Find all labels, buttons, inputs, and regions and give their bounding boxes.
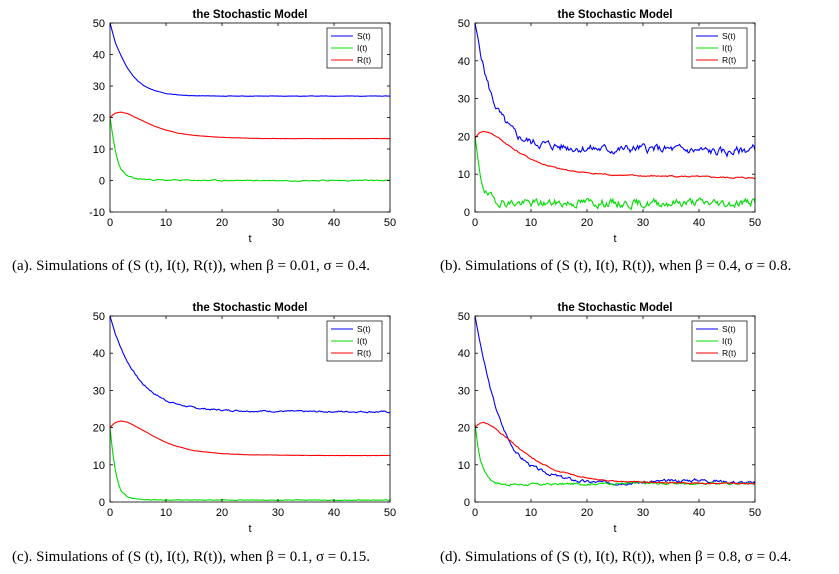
legend-label: S(t)	[722, 324, 736, 334]
x-tick-label: 50	[384, 217, 396, 229]
x-tick-label: 40	[693, 217, 705, 229]
chart-panel-2: the Stochastic Model 0 10 20 30 40 50 0 10 20 30 40…	[440, 9, 791, 274]
series-line-it	[110, 427, 390, 502]
x-tick-label: 30	[272, 507, 284, 519]
x-tick-label: 0	[107, 217, 113, 229]
x-tick-label: 40	[328, 217, 340, 229]
y-tick-label: 40	[458, 348, 470, 360]
legend-label: I(t)	[357, 336, 368, 346]
x-tick-label: 0	[472, 217, 478, 229]
x-tick-label: 10	[525, 507, 537, 519]
x-tick-label: 20	[216, 217, 228, 229]
y-tick-label: -10	[89, 207, 105, 219]
legend-label: I(t)	[357, 43, 368, 53]
legend: S(t) I(t) R(t)	[691, 27, 748, 69]
y-tick-label: 0	[99, 176, 105, 188]
plot-frame	[474, 22, 756, 213]
y-tick-label: 0	[464, 497, 470, 509]
series-line-rt	[475, 421, 755, 485]
x-tick-label: 0	[107, 507, 113, 519]
series-line-st	[110, 316, 390, 414]
plot-frame	[109, 315, 391, 503]
legend-label: R(t)	[722, 348, 736, 358]
figure-caption: (d). Simulations of (S (t), I(t), R(t)),…	[440, 549, 791, 565]
x-tick-label: 50	[384, 507, 396, 519]
series-line-rt	[110, 420, 390, 457]
x-tick-label: 50	[749, 217, 761, 229]
series-line-rt	[475, 130, 755, 180]
y-tick-label: 10	[458, 460, 470, 472]
y-tick-label: 0	[99, 497, 105, 509]
figure-caption: (c). Simulations of (S (t), I(t), R(t)),…	[12, 549, 370, 565]
legend-label: S(t)	[357, 31, 371, 41]
chart-title: the Stochastic Model	[192, 302, 307, 314]
series-line-it	[475, 136, 755, 211]
legend: S(t) I(t) R(t)	[326, 27, 383, 69]
legend: S(t) I(t) R(t)	[326, 320, 383, 362]
y-tick-label: 40	[93, 348, 105, 360]
legend-label: S(t)	[357, 324, 371, 334]
legend-label: R(t)	[357, 55, 371, 65]
y-tick-label: 50	[458, 311, 470, 323]
legend-label: S(t)	[722, 31, 736, 41]
y-tick-label: 30	[458, 94, 470, 106]
y-tick-label: 20	[93, 423, 105, 435]
y-tick-label: 40	[458, 56, 470, 68]
x-axis-label: t	[248, 233, 251, 245]
legend: S(t) I(t) R(t)	[691, 320, 748, 362]
figure-caption: (b). Simulations of (S (t), I(t), R(t)),…	[440, 258, 791, 274]
legend-label: I(t)	[722, 43, 733, 53]
y-tick-label: 20	[93, 113, 105, 125]
y-tick-label: 40	[93, 50, 105, 62]
plot-frame	[474, 315, 756, 503]
y-tick-label: 30	[93, 81, 105, 93]
legend-label: R(t)	[357, 348, 371, 358]
x-axis-label: t	[613, 523, 616, 535]
chart-panel-4: the Stochastic Model 0 10 20 30 40 50 0 10 20 30 40…	[440, 302, 791, 565]
chart-title: the Stochastic Model	[557, 9, 672, 21]
x-axis-label: t	[248, 523, 251, 535]
x-tick-label: 30	[637, 507, 649, 519]
chart-title: the Stochastic Model	[557, 302, 672, 314]
x-tick-label: 20	[581, 217, 593, 229]
figure-caption: (a). Simulations of (S (t), I(t), R(t)),…	[12, 258, 370, 274]
x-tick-label: 10	[160, 217, 172, 229]
x-tick-label: 40	[693, 507, 705, 519]
y-tick-label: 30	[93, 385, 105, 397]
y-tick-label: 20	[458, 423, 470, 435]
x-tick-label: 20	[216, 507, 228, 519]
y-tick-label: 50	[93, 311, 105, 323]
x-tick-label: 40	[328, 507, 340, 519]
y-tick-label: 0	[464, 207, 470, 219]
x-tick-label: 30	[272, 217, 284, 229]
x-tick-label: 0	[472, 507, 478, 519]
y-tick-label: 20	[458, 131, 470, 143]
x-axis-label: t	[613, 233, 616, 245]
y-tick-label: 10	[93, 144, 105, 156]
y-tick-label: 50	[93, 18, 105, 30]
x-tick-label: 10	[525, 217, 537, 229]
series-line-st	[110, 23, 390, 97]
legend-label: R(t)	[722, 55, 736, 65]
y-tick-label: 10	[93, 460, 105, 472]
x-tick-label: 30	[637, 217, 649, 229]
y-tick-label: 50	[458, 18, 470, 30]
chart-panel-3: the Stochastic Model 0 10 20 30 40 50 0 10 20 30 40…	[12, 302, 396, 565]
x-tick-label: 50	[749, 507, 761, 519]
x-tick-label: 10	[160, 507, 172, 519]
x-tick-label: 20	[581, 507, 593, 519]
y-tick-label: 30	[458, 385, 470, 397]
series-line-it	[110, 117, 390, 182]
series-line-rt	[110, 111, 390, 140]
series-line-it	[475, 423, 755, 487]
legend-label: I(t)	[722, 336, 733, 346]
chart-title: the Stochastic Model	[192, 9, 307, 21]
y-tick-label: 10	[458, 169, 470, 181]
series-line-st	[475, 23, 755, 159]
